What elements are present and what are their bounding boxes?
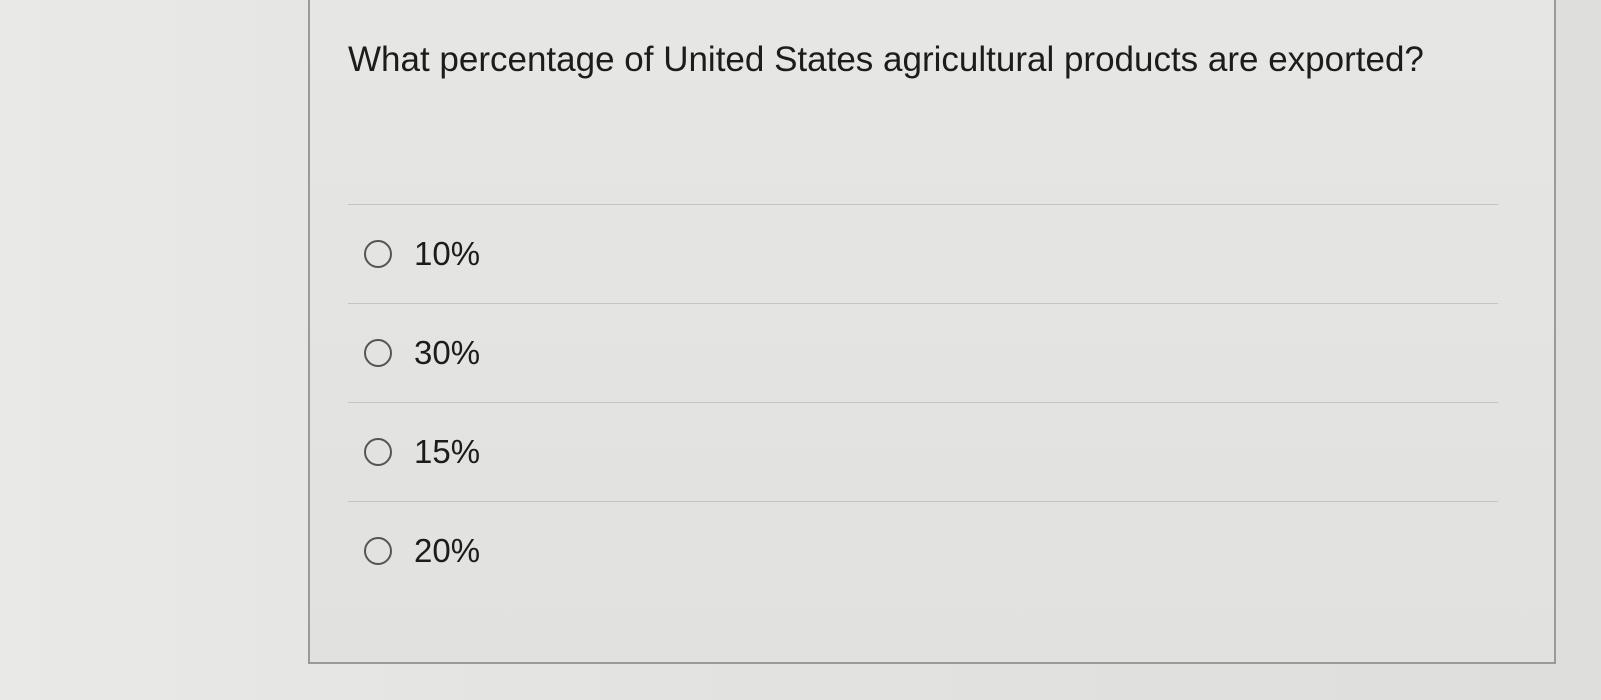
divider xyxy=(348,501,1498,502)
answer-option-1[interactable]: 10% xyxy=(348,205,1498,303)
radio-button-icon[interactable] xyxy=(364,240,392,268)
question-card: What percentage of United States agricul… xyxy=(308,0,1556,664)
answer-option-label: 30% xyxy=(414,334,481,371)
radio-button-icon[interactable] xyxy=(364,537,392,565)
answer-options: 10% 30% 15% 20% xyxy=(348,204,1498,600)
answer-option-3[interactable]: 15% xyxy=(348,403,1498,501)
radio-button-icon[interactable] xyxy=(364,438,392,466)
divider xyxy=(348,303,1498,304)
answer-option-4[interactable]: 20% xyxy=(348,502,1498,600)
divider xyxy=(348,204,1498,205)
answer-option-label: 10% xyxy=(414,235,481,272)
answer-option-label: 15% xyxy=(414,433,481,470)
divider xyxy=(348,402,1498,403)
radio-button-icon[interactable] xyxy=(364,339,392,367)
answer-option-2[interactable]: 30% xyxy=(348,304,1498,402)
answer-option-label: 20% xyxy=(414,532,481,569)
question-text: What percentage of United States agricul… xyxy=(348,40,1424,79)
